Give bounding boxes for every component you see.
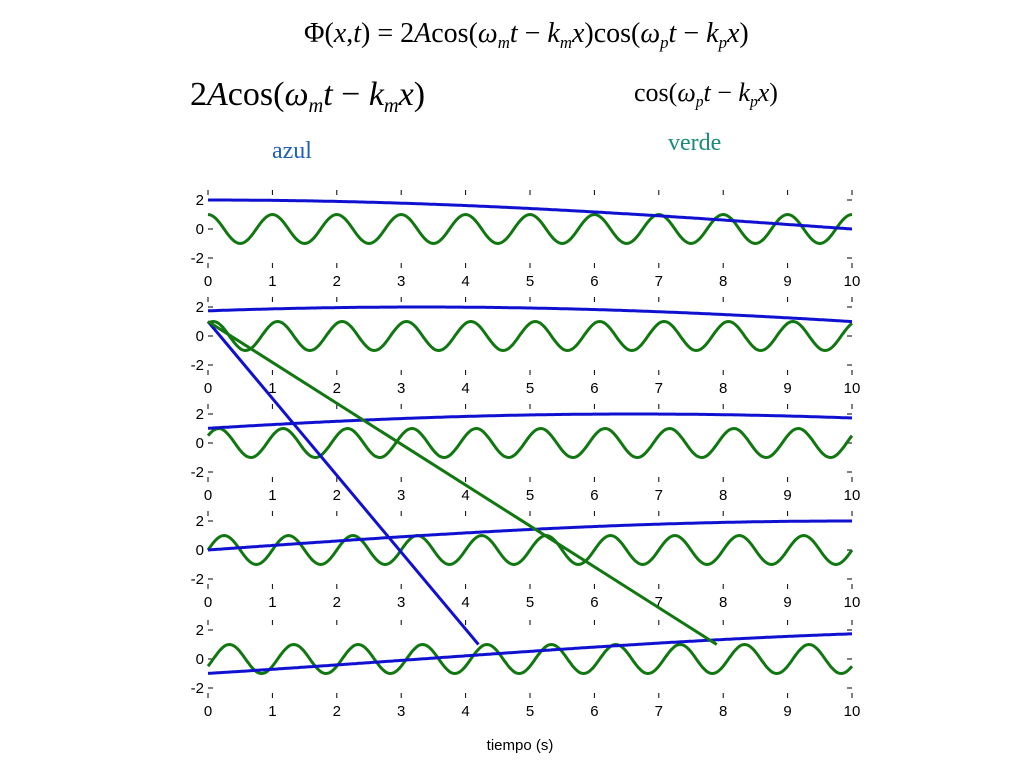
x-tick-label: 5 bbox=[526, 594, 534, 611]
x-tick-label: 7 bbox=[655, 594, 663, 611]
envelope-formula: 2Acos(ωmt − kmx) bbox=[190, 76, 426, 118]
carrier-formula: cos(ωpt − kpx) bbox=[634, 78, 778, 111]
x-tick-label: 9 bbox=[783, 703, 791, 720]
y-tick-label: -2 bbox=[191, 571, 204, 588]
y-tick-label: -2 bbox=[191, 680, 204, 697]
x-tick-label: 8 bbox=[719, 273, 727, 290]
x-tick-label: 4 bbox=[461, 703, 469, 720]
y-tick-label: -2 bbox=[191, 464, 204, 481]
y-tick-label: 0 bbox=[196, 542, 204, 559]
x-tick-label: 9 bbox=[783, 594, 791, 611]
x-tick-label: 4 bbox=[461, 273, 469, 290]
envelope-series-panel-2 bbox=[208, 305, 853, 324]
panel-5-area bbox=[208, 620, 852, 698]
carrier-series-panel-3 bbox=[206, 426, 854, 460]
x-tick-label: 8 bbox=[719, 380, 727, 397]
y-tick-label: 2 bbox=[196, 513, 204, 530]
x-tick-label: 6 bbox=[590, 487, 598, 504]
y-tick-label: 0 bbox=[196, 221, 204, 238]
x-tick-label: 3 bbox=[397, 594, 405, 611]
x-tick-label: 2 bbox=[333, 594, 341, 611]
x-tick-label: 0 bbox=[204, 594, 212, 611]
x-tick-label: 3 bbox=[397, 487, 405, 504]
x-tick-label: 3 bbox=[397, 380, 405, 397]
x-tick-label: 2 bbox=[333, 380, 341, 397]
x-tick-label: 1 bbox=[268, 380, 276, 397]
x-axis-label: tiempo (s) bbox=[487, 737, 554, 754]
x-tick-label: 10 bbox=[844, 380, 861, 397]
x-tick-label: 6 bbox=[590, 273, 598, 290]
x-tick-label: 3 bbox=[397, 703, 405, 720]
x-tick-label: 1 bbox=[268, 594, 276, 611]
x-tick-label: 5 bbox=[526, 273, 534, 290]
x-tick-label: 0 bbox=[204, 703, 212, 720]
x-tick-label: 8 bbox=[719, 703, 727, 720]
blue-caption: azul bbox=[272, 138, 312, 164]
x-tick-label: 4 bbox=[461, 487, 469, 504]
panel-3-area bbox=[208, 404, 852, 482]
blue-tracking-line bbox=[206, 320, 480, 646]
x-tick-label: 1 bbox=[268, 273, 276, 290]
x-tick-label: 0 bbox=[204, 380, 212, 397]
x-tick-label: 5 bbox=[526, 487, 534, 504]
envelope-series-panel-3 bbox=[207, 412, 853, 430]
x-tick-label: 9 bbox=[783, 380, 791, 397]
green-caption: verde bbox=[668, 130, 722, 156]
x-tick-label: 7 bbox=[655, 273, 663, 290]
carrier-series-panel-4 bbox=[206, 533, 854, 567]
panel-1-area bbox=[208, 190, 852, 268]
x-tick-label: 4 bbox=[461, 380, 469, 397]
x-tick-label: 0 bbox=[204, 273, 212, 290]
y-tick-label: 2 bbox=[196, 406, 204, 423]
x-tick-label: 7 bbox=[655, 380, 663, 397]
y-tick-label: 2 bbox=[196, 299, 204, 316]
x-tick-label: 9 bbox=[783, 273, 791, 290]
envelope-series-panel-1 bbox=[208, 198, 853, 231]
envelope-series-panel-5 bbox=[207, 632, 853, 675]
x-tick-label: 2 bbox=[333, 703, 341, 720]
x-tick-label: 8 bbox=[719, 594, 727, 611]
x-tick-label: 5 bbox=[526, 703, 534, 720]
envelope-series-panel-4 bbox=[207, 519, 852, 552]
carrier-series-panel-1 bbox=[207, 212, 853, 246]
x-tick-label: 10 bbox=[844, 273, 861, 290]
x-tick-label: 6 bbox=[590, 380, 598, 397]
x-tick-label: 6 bbox=[590, 703, 598, 720]
wave-formula: Φ(x,t) = 2Acos(ωmt − kmx)cos(ωpt − kpx) bbox=[304, 18, 749, 52]
x-tick-label: 9 bbox=[783, 487, 791, 504]
y-tick-label: -2 bbox=[191, 357, 204, 374]
x-tick-label: 10 bbox=[844, 703, 861, 720]
y-tick-label: -2 bbox=[191, 250, 204, 267]
x-tick-label: 1 bbox=[268, 703, 276, 720]
x-tick-label: 5 bbox=[526, 380, 534, 397]
y-tick-label: 2 bbox=[196, 192, 204, 209]
x-tick-label: 7 bbox=[655, 703, 663, 720]
x-tick-label: 6 bbox=[590, 594, 598, 611]
x-tick-label: 7 bbox=[655, 487, 663, 504]
green-tracking-line bbox=[207, 320, 718, 646]
x-tick-label: 4 bbox=[461, 594, 469, 611]
x-tick-label: 0 bbox=[204, 487, 212, 504]
x-tick-label: 8 bbox=[719, 487, 727, 504]
y-tick-label: 0 bbox=[196, 651, 204, 668]
y-tick-label: 0 bbox=[196, 435, 204, 452]
x-tick-label: 10 bbox=[844, 487, 861, 504]
carrier-series-panel-2 bbox=[207, 319, 853, 353]
y-tick-label: 2 bbox=[196, 622, 204, 639]
x-tick-label: 2 bbox=[333, 487, 341, 504]
y-tick-label: 0 bbox=[196, 328, 204, 345]
x-tick-label: 2 bbox=[333, 273, 341, 290]
x-tick-label: 1 bbox=[268, 487, 276, 504]
x-tick-label: 10 bbox=[844, 594, 861, 611]
x-tick-label: 3 bbox=[397, 273, 405, 290]
